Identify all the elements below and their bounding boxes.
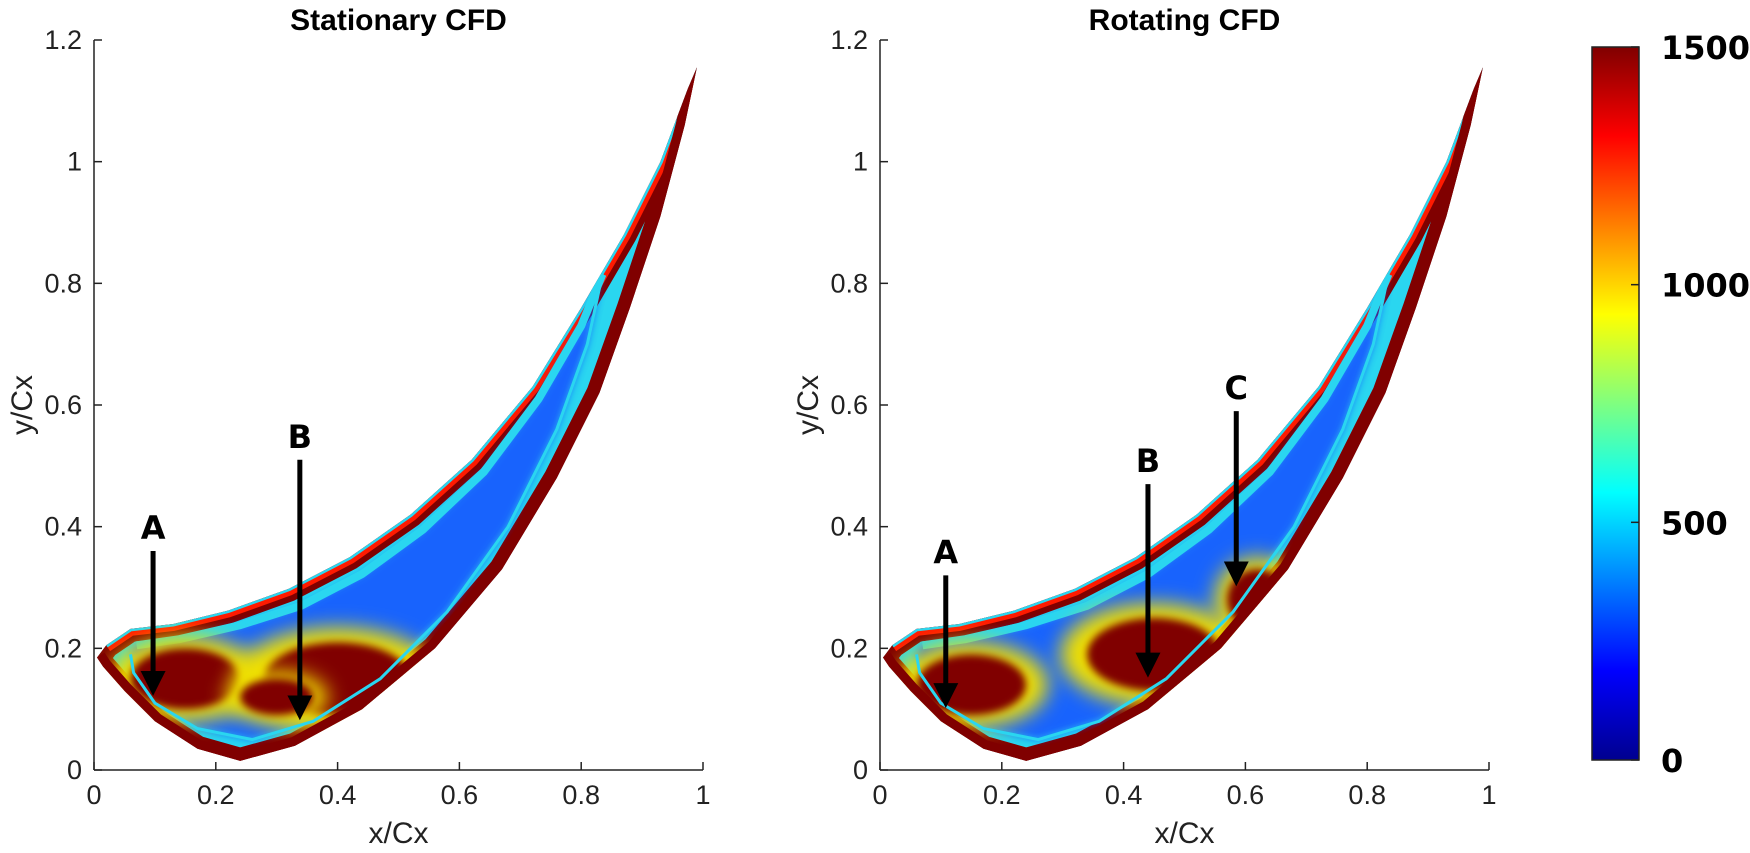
chart-title: Rotating CFD xyxy=(1089,4,1281,37)
annotation-label: C xyxy=(1225,369,1248,407)
y-tick-label: 0.8 xyxy=(44,268,82,298)
y-tick-label: 0.6 xyxy=(44,390,82,420)
y-tick-label: 0 xyxy=(67,755,82,785)
y-axis-label: y/Cx xyxy=(792,375,825,435)
y-tick-label: 0.4 xyxy=(830,512,868,542)
annotation-label: B xyxy=(1136,442,1160,480)
y-tick-label: 0.4 xyxy=(44,512,82,542)
colorbar-tick-label: 1500 xyxy=(1661,29,1750,67)
x-tick-label: 0.4 xyxy=(1105,780,1143,810)
y-tick-label: 1.2 xyxy=(830,25,868,55)
x-tick-label: 1 xyxy=(695,780,710,810)
x-tick-label: 0 xyxy=(86,780,101,810)
x-tick-label: 1 xyxy=(1481,780,1496,810)
colorbar-tick-label: 500 xyxy=(1661,504,1728,542)
colorbar-gradient xyxy=(1591,46,1640,761)
x-tick-label: 0.8 xyxy=(562,780,600,810)
colorbar-ticks: 0 500 1000 1500 xyxy=(1631,29,1750,780)
blade-contour xyxy=(97,67,697,761)
inner-film xyxy=(136,272,607,650)
y-tick-label: 0.2 xyxy=(44,633,82,663)
pressure-side-band xyxy=(883,67,1483,761)
y-tick-label: 0 xyxy=(853,755,868,785)
x-tick-label: 0.4 xyxy=(319,780,357,810)
annotation-label: A xyxy=(933,533,958,571)
pressure-side-band xyxy=(97,67,697,761)
x-tick-label: 0.2 xyxy=(197,780,235,810)
rotating-cfd-panel: 0 0.2 0.4 0.6 0.8 1 0 0.2 0.4 0.6 0.8 1 1.2 Rotating … xyxy=(792,4,1497,850)
chart-title: Stationary CFD xyxy=(290,4,507,37)
x-tick-label: 0.6 xyxy=(441,780,479,810)
y-tick-label: 0.8 xyxy=(830,268,868,298)
inner-film xyxy=(922,272,1393,650)
colorbar-tick-label: 1000 xyxy=(1661,267,1750,305)
x-tick-label: 0.6 xyxy=(1227,780,1265,810)
x-tick-label: 0.2 xyxy=(983,780,1021,810)
stationary-cfd-panel: 0 0.2 0.4 0.6 0.8 1 0 0.2 0.4 0.6 0.8 1 1.2 Stationar… xyxy=(6,4,711,850)
pressure-inner-line xyxy=(129,273,604,742)
x-tick-label: 0 xyxy=(872,780,887,810)
colorbar: 0 500 1000 1500 xyxy=(1591,29,1750,780)
blade-contour xyxy=(883,67,1483,761)
y-tick-label: 0.6 xyxy=(830,390,868,420)
x-tick-label: 0.8 xyxy=(1348,780,1386,810)
y-tick-label: 0.2 xyxy=(830,633,868,663)
y-axis-label: y/Cx xyxy=(6,375,39,435)
annotation-label: B xyxy=(288,418,312,456)
y-tick-label: 1 xyxy=(67,147,82,177)
x-axis-label: x/Cx xyxy=(1155,817,1215,850)
y-tick-label: 1.2 xyxy=(44,25,82,55)
hotspot xyxy=(130,648,241,710)
annotation-label: A xyxy=(141,509,166,547)
x-axis-label: x/Cx xyxy=(369,817,429,850)
colorbar-tick-label: 0 xyxy=(1661,742,1683,780)
y-tick-label: 1 xyxy=(853,147,868,177)
